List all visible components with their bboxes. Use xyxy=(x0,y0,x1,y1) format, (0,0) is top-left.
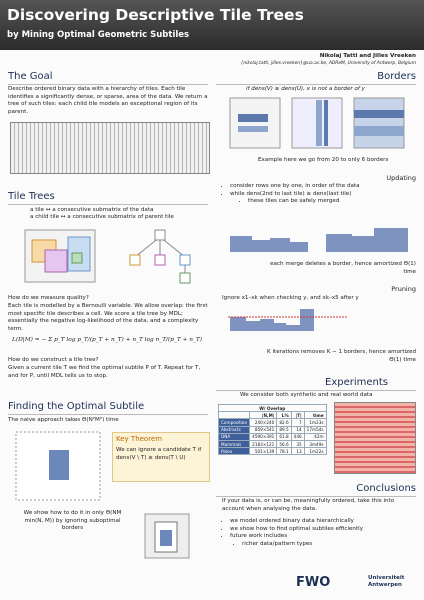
paragraph: We show how to do it in only Θ(NM min(N,… xyxy=(23,510,122,532)
table-cell: 42m xyxy=(303,432,327,441)
table-cell: 1m23s xyxy=(303,418,327,427)
merge-bars xyxy=(230,228,408,252)
bullet: we model ordered binary data hierarchica… xyxy=(230,518,363,526)
table-cell: 446 xyxy=(290,432,305,441)
rule xyxy=(216,496,416,497)
rule xyxy=(8,414,208,415)
rule xyxy=(8,204,208,205)
table-cell: Mammals xyxy=(217,439,251,449)
question: How do we measure quality? xyxy=(8,295,89,301)
table-cell: 89.5 xyxy=(276,425,292,434)
text-line: We consider both synthetic and real worl… xyxy=(240,392,373,398)
text-line: The naive approach takes Θ(N²M²) time xyxy=(8,417,119,423)
subheading: Pruning xyxy=(391,285,416,293)
affiliation: {nikolaj.tatti, jilles.vreeken}@ua.ac.be… xyxy=(240,61,416,66)
bullet: future work includes xyxy=(230,533,363,541)
border-diagram xyxy=(144,513,190,559)
statement: if dens(V) ≥ dens(U), x is not a border … xyxy=(246,86,365,92)
rule xyxy=(216,84,416,85)
bullet-list: consider rows one by one, in order of th… xyxy=(222,183,360,206)
table-header: |N,M| xyxy=(249,411,278,420)
table-cell: 82.6 xyxy=(276,418,292,427)
table-header: time xyxy=(303,411,327,420)
paragraph: Each tile is modelled by a Bernoulli var… xyxy=(8,303,208,332)
rule xyxy=(8,84,208,85)
table-cell: 14 xyxy=(290,425,305,434)
table-header xyxy=(217,411,251,420)
table-row: Mammals 2183×121 56.6 35 3m49s xyxy=(217,439,327,449)
table-row: Composition 240×240 82.6 7 1m23s xyxy=(217,418,327,427)
table-cell: Abstracts xyxy=(217,425,251,434)
table-cell: 78.1 xyxy=(276,447,292,456)
table-cell: 1m22s xyxy=(303,447,327,456)
pruning-bars xyxy=(228,309,348,331)
paragraph: Describe ordered binary data with a hier… xyxy=(8,86,208,115)
table-cell: 859×541 xyxy=(249,425,278,434)
table-cell: 3m49s xyxy=(303,439,327,449)
bullet: consider rows one by one, in order of th… xyxy=(230,183,360,191)
table-row: DNA 4590×391 61.8 446 42m xyxy=(217,432,327,441)
table-cell: 61.8 xyxy=(276,432,292,441)
subheading: Updating xyxy=(386,174,416,182)
example: Example here we go from 20 to only 6 bor… xyxy=(258,157,389,163)
theorem-box xyxy=(112,432,210,482)
table-header: |T| xyxy=(290,411,305,420)
question: How do we construct a tile tree? xyxy=(8,357,99,363)
data-matrix-image xyxy=(10,122,210,174)
bullet-list: we model ordered binary data hierarchica… xyxy=(222,518,363,548)
section-heading: The Goal xyxy=(8,71,53,82)
authors: Nikolaj Tatti and Jilles Vreeken xyxy=(319,53,416,59)
subtitle: by Mining Optimal Geometric Subtiles xyxy=(7,30,190,40)
paragraph: If your data is, or can be, meaningfully… xyxy=(222,498,395,512)
formula: L(D|M) = − Σ p_T log p_T/(p_T + n_T) + n… xyxy=(12,337,203,343)
table-cell: 240×240 xyxy=(249,418,278,427)
table-header: L% xyxy=(276,411,292,420)
table-row: |N,M| L% |T| time xyxy=(217,411,327,420)
table-row: Abstracts 859×541 89.5 14 17m54s xyxy=(217,425,327,434)
border-example-images xyxy=(229,97,405,149)
header-band xyxy=(0,0,424,50)
section-heading: Tile Trees xyxy=(8,191,55,202)
table-cell: 56.6 xyxy=(276,439,292,449)
ua-logo: Universiteit Antwerpen xyxy=(368,575,405,589)
bullet: we show how to find optimal subtiles eff… xyxy=(230,526,363,534)
table-cell: 17m54s xyxy=(303,425,327,434)
fwo-logo: FWO xyxy=(296,575,331,590)
theorem-text: We can ignore a candidate T if dens(V \ … xyxy=(116,447,202,461)
table: W/ Overlap |N,M| L% |T| time Composition 240×2… xyxy=(217,403,327,456)
table-cell: 13 xyxy=(290,447,305,456)
table-cell: 501×139 xyxy=(249,447,278,456)
table-row: W/ Overlap xyxy=(218,403,327,413)
text-line: a tile ↔ a consecutive submatrix of the … xyxy=(30,207,154,213)
table-cell: Paleo xyxy=(217,447,251,456)
paragraph: each merge deletes a border, hence amort… xyxy=(270,261,416,275)
rule xyxy=(216,390,416,391)
section-heading: Borders xyxy=(377,71,416,82)
table-cell: 35 xyxy=(290,439,305,449)
tile-tree-diagram xyxy=(24,229,191,284)
paragraph: Given a current tile T we find the optim… xyxy=(8,365,201,379)
table-cell: 2183×121 xyxy=(249,439,278,449)
results-table: W/ Overlap |N,M| L% |T| time Composition 240×2… xyxy=(217,403,327,456)
section-heading: Experiments xyxy=(325,377,388,388)
theorem-title: Key Theorem xyxy=(116,435,163,443)
table-cell: 4590×391 xyxy=(249,432,278,441)
table-cell: 7 xyxy=(290,418,305,427)
result-image xyxy=(334,402,416,474)
bullet: these tiles can be safely merged xyxy=(248,198,360,206)
bullet: while dens(2nd to last tile) ≥ dens(last… xyxy=(230,191,360,199)
text-line: Ignore x1–xk when checking y, and xk–x5 … xyxy=(222,295,359,301)
table-cell: DNA xyxy=(217,432,251,441)
table-cell: Composition xyxy=(217,418,251,427)
paragraph: K iterations removes K − 1 borders, henc… xyxy=(267,349,416,363)
bullet: richer data/pattern types xyxy=(242,541,363,549)
table-row: Paleo 501×139 78.1 13 1m22s xyxy=(217,447,327,456)
table-group-header: W/ Overlap xyxy=(218,403,327,413)
text-line: a child tile ↔ a consecutive submatrix o… xyxy=(30,214,174,220)
section-heading: Finding the Optimal Subtile xyxy=(8,401,145,412)
subtile-diagram xyxy=(15,431,101,501)
section-heading: Conclusions xyxy=(356,483,416,494)
title: Discovering Descriptive Tile Trees xyxy=(7,6,304,24)
